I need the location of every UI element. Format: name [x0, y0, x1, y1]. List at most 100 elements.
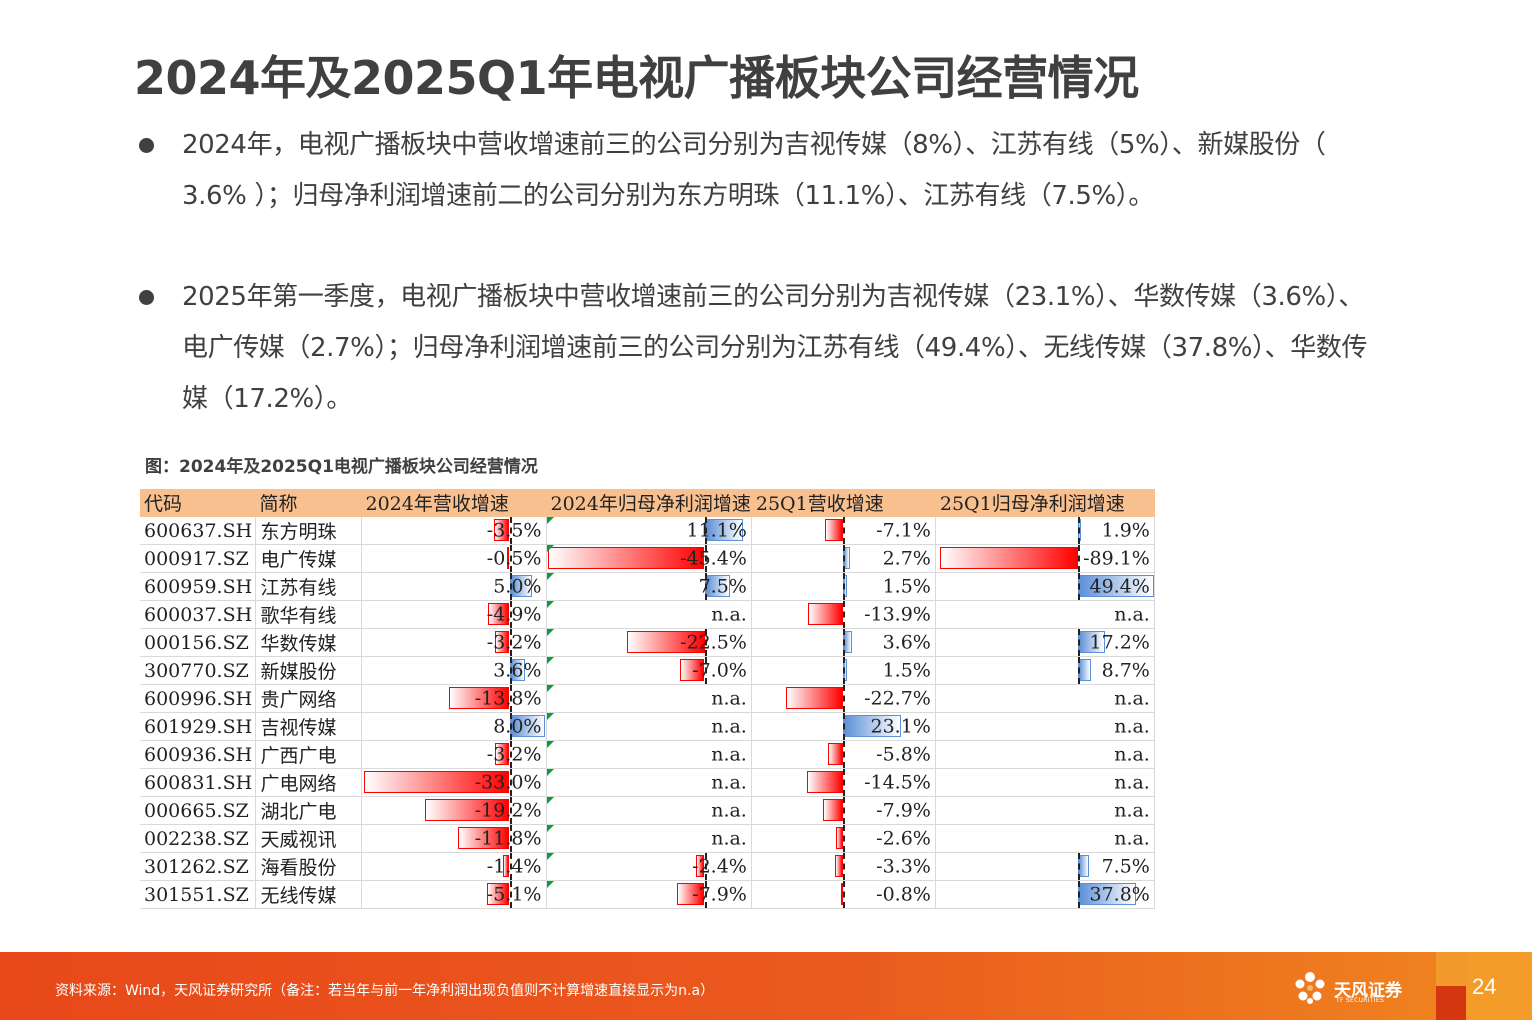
growth-value: -0.8%: [876, 883, 931, 905]
cell-netprofit-2024: n.a.: [546, 600, 752, 629]
tf-flower-logo-icon: [1295, 972, 1325, 1004]
header-code: 代码: [140, 489, 256, 517]
cell-netprofit-25q1: n.a.: [935, 712, 1155, 741]
cell-rev-2024: -4.9%: [361, 600, 547, 629]
cell-netprofit-25q1: n.a.: [935, 768, 1155, 797]
cell-rev-25q1: 3.6%: [751, 628, 936, 657]
stock-code: 000665.SZ: [140, 796, 256, 825]
zero-axis-line: [509, 825, 512, 852]
zero-axis-line: [842, 545, 845, 572]
stock-code: 601929.SH: [140, 712, 256, 741]
growth-value: 5.0%: [493, 575, 542, 597]
company-name: 新媒股份: [255, 656, 362, 685]
zero-axis-line: [842, 741, 845, 768]
footer-bar: 资料来源：Wind，天风证券研究所（备注：若当年与前一年净利润出现负值则不计算增…: [0, 952, 1532, 1020]
zero-axis-line: [704, 629, 707, 656]
company-name: 电广传媒: [255, 544, 362, 573]
growth-value: n.a.: [711, 743, 747, 765]
stock-code: 600996.SH: [140, 684, 256, 713]
bullet-dot-icon: [139, 290, 154, 305]
triangle-marker-icon: [546, 517, 554, 524]
table-row: 301551.SZ 无线传媒 -5.1% -7.9% -0.8% 37.8%: [140, 880, 1155, 909]
zero-axis-line: [704, 545, 707, 572]
growth-value: n.a.: [711, 687, 747, 709]
zero-axis-line: [704, 881, 707, 908]
zero-axis-line: [842, 573, 845, 600]
bullet-item: 2025年第一季度，电视广播板块中营收增速前三的公司分别为吉视传媒（23.1%）…: [139, 272, 1382, 425]
zero-axis-line: [1077, 657, 1080, 684]
cell-netprofit-25q1: -89.1%: [935, 544, 1155, 573]
negative-bar: [939, 547, 1078, 569]
growth-value: 11.1%: [686, 519, 747, 541]
header-netprofit-2024: 2024年归母净利润增速: [546, 489, 752, 517]
negative-bar: [786, 687, 843, 709]
company-name: 天威视讯: [255, 824, 362, 853]
bullet-item: 2024年，电视广播板块中营收增速前三的公司分别为吉视传媒（8%）、江苏有线（5…: [139, 120, 1382, 222]
corner-decoration: [1436, 952, 1532, 1020]
cell-rev-2024: -3.5%: [361, 516, 547, 545]
negative-bar: [626, 631, 705, 653]
zero-axis-line: [509, 853, 512, 880]
growth-value: -7.0%: [692, 659, 747, 681]
negative-bar: [494, 519, 510, 541]
growth-value: 1.9%: [1101, 519, 1150, 541]
cell-netprofit-25q1: 1.9%: [935, 516, 1155, 545]
growth-value: n.a.: [1114, 603, 1150, 625]
growth-value: 8.0%: [493, 715, 542, 737]
cell-netprofit-2024: n.a.: [546, 712, 752, 741]
zero-axis-line: [1077, 881, 1080, 908]
cell-netprofit-2024: 7.5%: [546, 572, 752, 601]
cell-rev-2024: 5.0%: [361, 572, 547, 601]
growth-value: n.a.: [1114, 799, 1150, 821]
negative-bar: [836, 827, 843, 849]
cell-rev-25q1: -7.1%: [751, 516, 936, 545]
cell-netprofit-2024: -2.4%: [546, 852, 752, 881]
growth-value: 49.4%: [1089, 575, 1150, 597]
growth-value: -3.5%: [486, 519, 542, 541]
zero-axis-line: [1077, 629, 1080, 656]
zero-axis-line: [1077, 853, 1080, 880]
cell-netprofit-25q1: 17.2%: [935, 628, 1155, 657]
growth-value: 23.1%: [870, 715, 931, 737]
logo-text-en: TF SECURITIES: [1336, 997, 1385, 1004]
negative-bar: [808, 603, 843, 625]
header-name: 简称: [255, 489, 362, 517]
negative-bar: [364, 771, 510, 793]
growth-value: -0.5%: [486, 547, 542, 569]
cell-rev-2024: -3.2%: [361, 740, 547, 769]
cell-netprofit-2024: -45.4%: [546, 544, 752, 573]
company-name: 无线传媒: [255, 880, 362, 909]
negative-bar: [487, 603, 510, 625]
growth-value: 2.7%: [882, 547, 931, 569]
zero-axis-line: [842, 881, 845, 908]
cell-netprofit-25q1: n.a.: [935, 684, 1155, 713]
cell-netprofit-25q1: n.a.: [935, 740, 1155, 769]
growth-value: -13.8%: [474, 687, 542, 709]
growth-value: n.a.: [711, 799, 747, 821]
zero-axis-line: [842, 797, 845, 824]
zero-axis-line: [509, 713, 512, 740]
zero-axis-line: [842, 629, 845, 656]
zero-axis-line: [842, 825, 845, 852]
growth-value: 7.5%: [698, 575, 747, 597]
triangle-marker-icon: [546, 769, 554, 776]
growth-value: n.a.: [1114, 687, 1150, 709]
zero-axis-line: [509, 657, 512, 684]
growth-value: 1.5%: [882, 659, 931, 681]
cell-netprofit-25q1: n.a.: [935, 824, 1155, 853]
company-name: 华数传媒: [255, 628, 362, 657]
growth-value: -13.9%: [864, 603, 931, 625]
table-row: 600996.SH 贵广网络 -13.8% n.a. -22.7% n.a.: [140, 684, 1155, 713]
negative-bar: [448, 687, 510, 709]
growth-value: -2.6%: [876, 827, 931, 849]
zero-axis-line: [842, 685, 845, 712]
negative-bar: [823, 799, 843, 821]
cell-netprofit-2024: n.a.: [546, 824, 752, 853]
growth-value: -1.4%: [486, 855, 542, 877]
negative-bar: [696, 855, 705, 877]
growth-value: n.a.: [1114, 743, 1150, 765]
negative-bar: [828, 743, 843, 765]
triangle-marker-icon: [546, 881, 554, 888]
zero-axis-line: [842, 657, 845, 684]
negative-bar: [457, 827, 510, 849]
